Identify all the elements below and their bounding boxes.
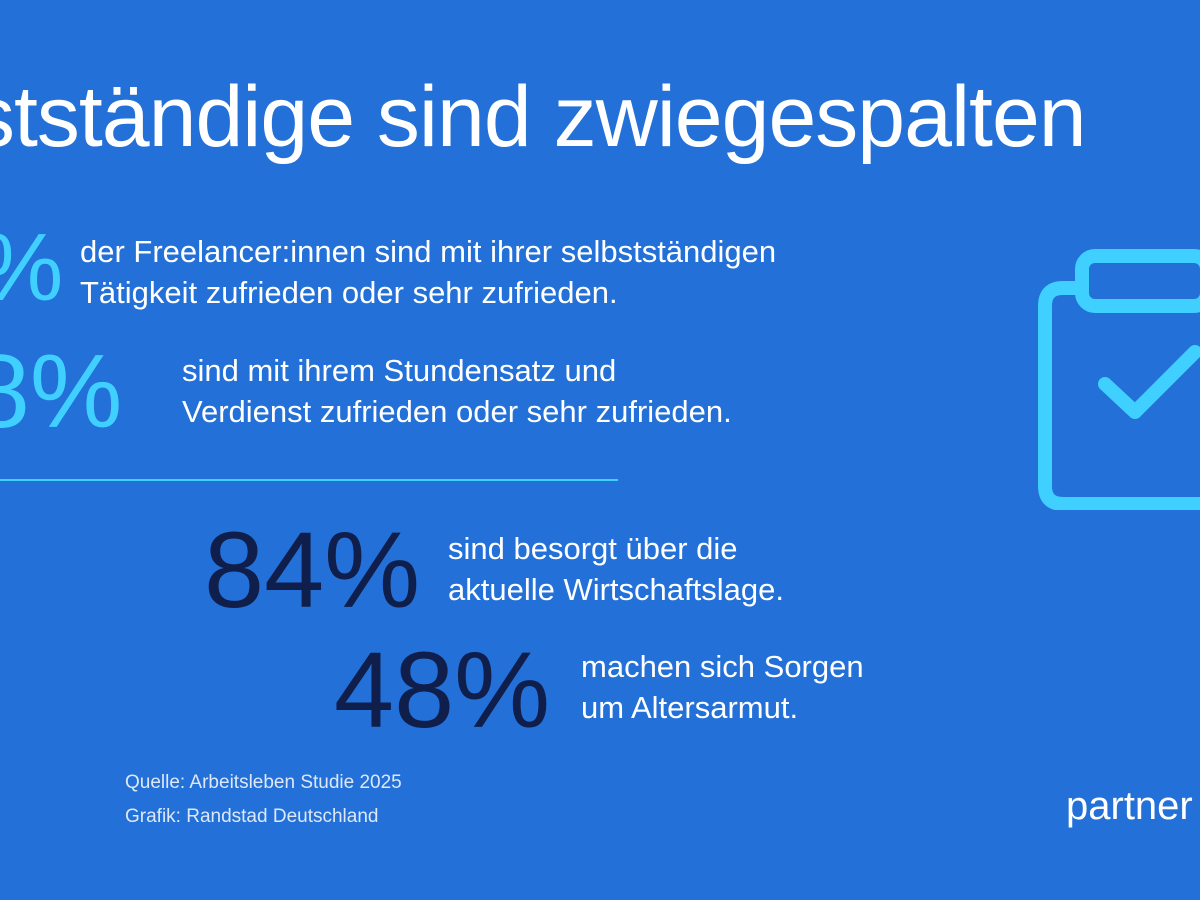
stat-description-satisfaction: der Freelancer:innen sind mit ihrer selb… <box>80 231 776 313</box>
stat-value-economy: 84% <box>204 509 421 630</box>
stat-description-old-age-poverty: machen sich Sorgen um Altersarmut. <box>581 646 864 728</box>
page-title: stständige sind zwiegespalten <box>0 69 1087 165</box>
graphic-credit-line: Grafik: Randstad Deutschland <box>125 806 379 827</box>
stat-value-satisfaction: % <box>0 220 63 316</box>
stat-description-line: Tätigkeit zufrieden oder sehr zufrieden. <box>80 275 618 310</box>
stat-description-economy: sind besorgt über die aktuelle Wirtschaf… <box>448 528 784 610</box>
stat-description-hourly-rate: sind mit ihrem Stundensatz und Verdienst… <box>182 350 732 432</box>
divider <box>0 479 618 481</box>
stat-description-line: sind besorgt über die <box>448 531 738 566</box>
stat-description-line: Verdienst zufrieden oder sehr zufrieden. <box>182 394 732 429</box>
stat-description-line: machen sich Sorgen <box>581 649 864 684</box>
clipboard-check-icon <box>1035 248 1200 515</box>
source-line: Quelle: Arbeitsleben Studie 2025 <box>125 772 402 793</box>
stat-value-old-age-poverty: 48% <box>334 629 551 750</box>
stat-description-line: aktuelle Wirtschaftslage. <box>448 572 784 607</box>
stat-value-hourly-rate: 8% <box>0 334 123 450</box>
stat-description-line: sind mit ihrem Stundensatz und <box>182 353 617 388</box>
stat-description-line: der Freelancer:innen sind mit ihrer selb… <box>80 234 777 269</box>
stat-description-line: um Altersarmut. <box>581 690 799 725</box>
brand-logo: partner <box>1066 784 1193 828</box>
